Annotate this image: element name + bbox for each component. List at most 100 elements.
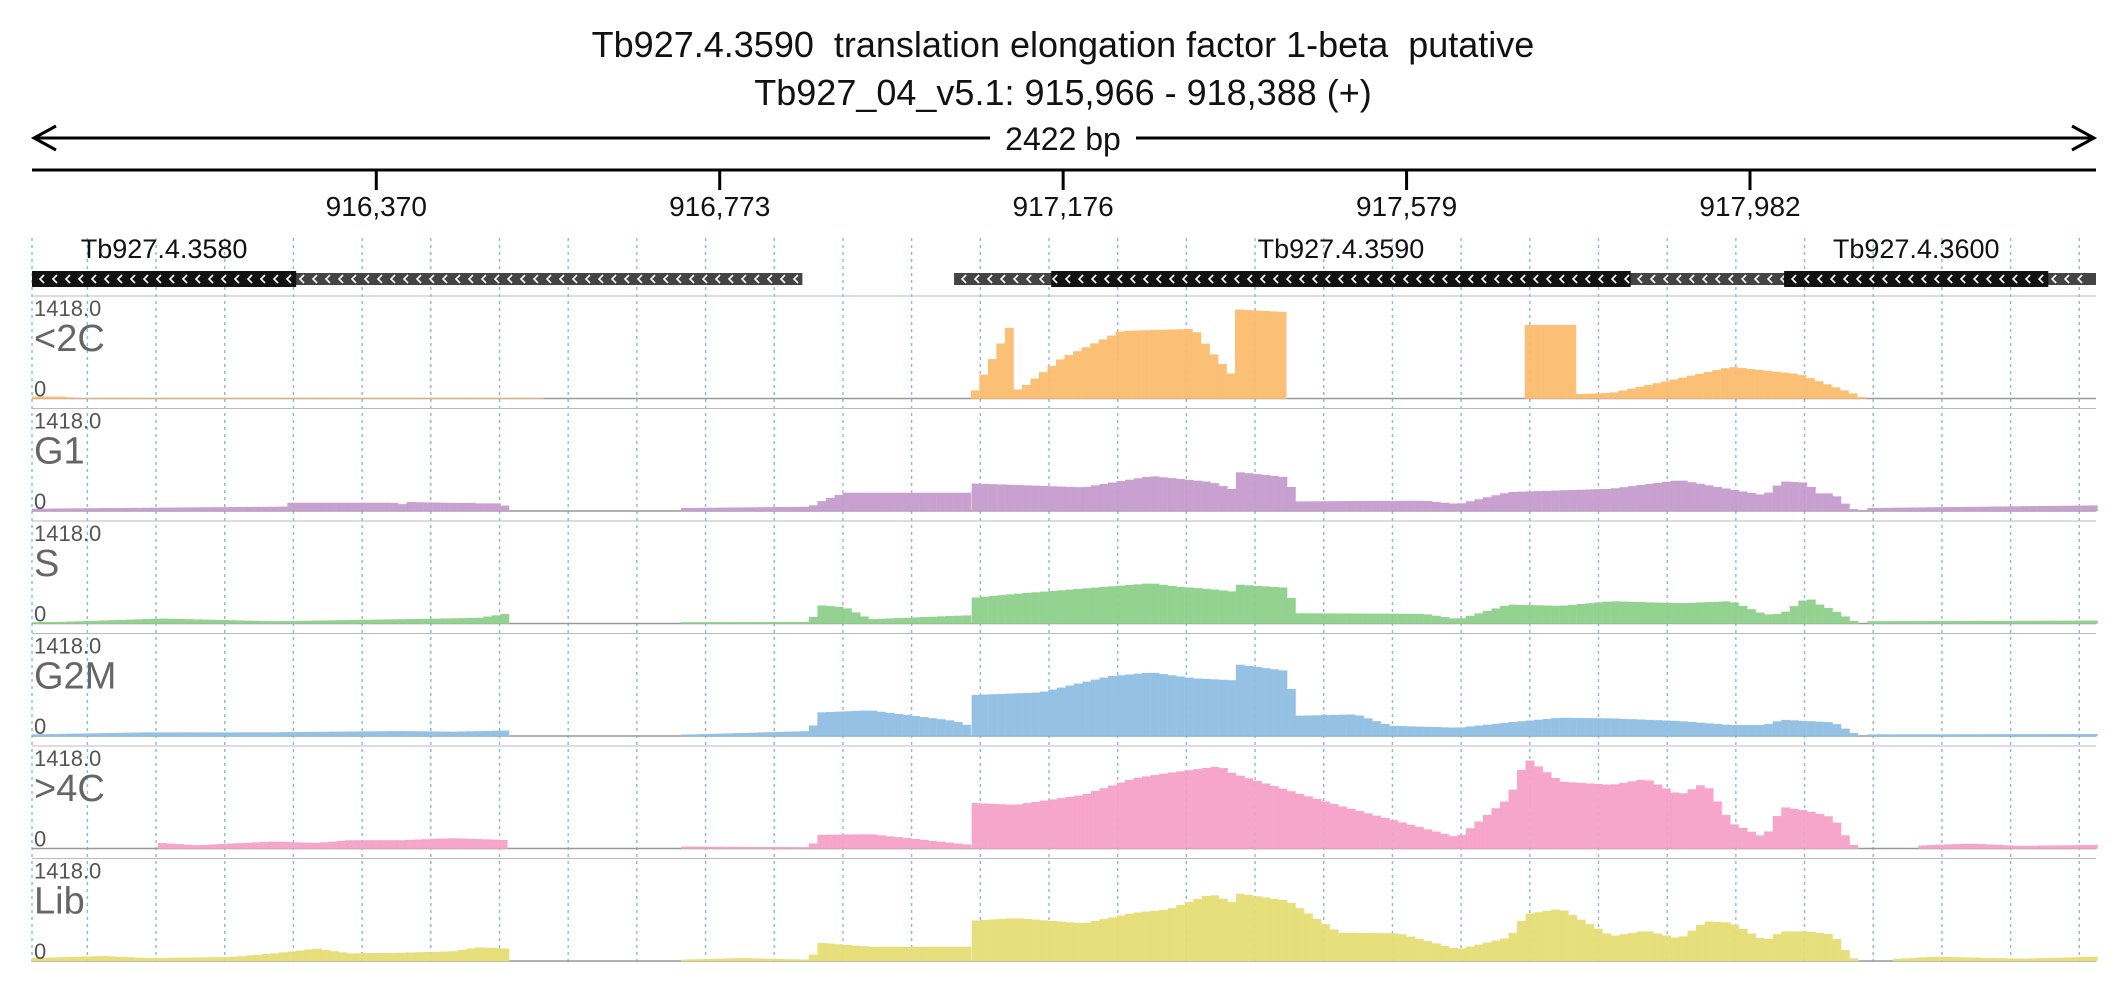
strand-chevron xyxy=(675,274,682,284)
coverage-bar xyxy=(2012,734,2022,737)
strand-chevron xyxy=(545,274,552,284)
coverage-bar xyxy=(353,840,363,849)
coverage-bar xyxy=(398,619,408,624)
coverage-bar xyxy=(151,957,161,962)
coverage-bar xyxy=(457,949,467,962)
coverage-bar xyxy=(200,844,210,849)
coverage-bar xyxy=(928,616,938,624)
coverage-bar xyxy=(681,507,691,512)
coverage-bar xyxy=(1559,910,1569,962)
coverage-bar xyxy=(1901,507,1911,512)
coverage-bar xyxy=(1840,503,1851,512)
coverage-bar xyxy=(1210,679,1220,737)
coverage-bar xyxy=(244,955,254,962)
coverage-bar xyxy=(1661,935,1672,962)
coverage-bar xyxy=(1720,368,1730,399)
coverage-bar xyxy=(1738,605,1748,624)
coverage-bar xyxy=(1108,676,1118,737)
coverage-bar xyxy=(1414,827,1424,849)
coverage-bar xyxy=(168,732,178,737)
coverage-bar xyxy=(1551,605,1561,624)
coverage-bar xyxy=(210,957,220,962)
coverage-bar xyxy=(1738,491,1748,512)
coverage-bar xyxy=(413,839,423,849)
coverage-bar xyxy=(980,596,990,624)
coverage-bar xyxy=(723,958,733,962)
strand-chevron xyxy=(1946,274,1953,284)
coverage-bar xyxy=(791,621,801,624)
coverage-bar xyxy=(1142,583,1152,624)
coverage-bar xyxy=(430,838,440,849)
strand-chevron xyxy=(155,274,162,284)
coverage-bar xyxy=(1269,669,1280,737)
coverage-bar xyxy=(885,492,895,512)
strand-chevron xyxy=(1506,274,1513,284)
strand-chevron xyxy=(973,274,980,284)
coverage-bar xyxy=(1576,489,1586,512)
coverage-bar xyxy=(1627,719,1637,737)
coverage-bar xyxy=(1678,603,1689,624)
coverage-bar xyxy=(1227,772,1237,849)
coverage-bar xyxy=(902,838,912,849)
track-ymax-label: 1418.0 xyxy=(34,634,101,659)
coverage-bar xyxy=(1457,948,1467,962)
coverage-bar xyxy=(329,502,340,512)
coverage-bar xyxy=(928,946,938,962)
coverage-bar xyxy=(1653,482,1663,512)
coverage-bar xyxy=(1755,725,1765,737)
coverage-bar xyxy=(1244,585,1254,624)
coverage-bar xyxy=(1108,785,1118,849)
coverage-bar xyxy=(466,618,476,624)
coverage-bar xyxy=(681,622,691,624)
coverage-bar xyxy=(1823,607,1833,624)
strand-chevron xyxy=(389,274,396,284)
coverage-bar xyxy=(825,711,836,737)
strand-chevron xyxy=(220,274,227,284)
coverage-bar xyxy=(1133,673,1143,737)
coverage-bar xyxy=(159,618,169,624)
coverage-bar xyxy=(1022,692,1032,737)
strand-chevron xyxy=(532,274,539,284)
coverage-bar xyxy=(1713,486,1723,512)
coverage-bar xyxy=(278,506,288,512)
coverage-bar xyxy=(1431,615,1441,624)
coverage-bar xyxy=(1107,335,1117,399)
coverage-bar xyxy=(1482,497,1493,512)
coverage-bar xyxy=(936,841,946,849)
coverage-bar xyxy=(928,718,938,737)
coverage-bar xyxy=(1355,932,1365,962)
coverage-bar xyxy=(1158,329,1168,399)
coverage-bar xyxy=(1884,621,1894,624)
coverage-bar xyxy=(1260,311,1270,399)
coverage-bar xyxy=(1038,372,1049,399)
coverage-bar xyxy=(439,838,449,849)
coverage-bar xyxy=(1952,957,1962,962)
strand-chevron xyxy=(1842,274,1849,284)
coverage-bar xyxy=(1798,482,1808,512)
coverage-bar xyxy=(1150,672,1160,737)
coverage-bar xyxy=(91,956,101,962)
coverage-bar xyxy=(1261,586,1271,624)
coverage-bar xyxy=(1312,501,1322,512)
coverage-bar xyxy=(295,731,306,737)
coverage-bar xyxy=(1321,501,1331,512)
coverage-bar xyxy=(1995,620,2005,624)
coverage-bar xyxy=(1423,829,1433,849)
coverage-bar xyxy=(236,506,246,512)
coverage-bar xyxy=(1099,788,1109,849)
coverage-bar xyxy=(1508,932,1518,962)
coverage-bar xyxy=(1789,808,1799,849)
coverage-bar xyxy=(1269,475,1280,512)
coverage-bar xyxy=(834,494,844,512)
coverage-bar xyxy=(1995,506,2005,512)
strand-chevron xyxy=(558,274,565,284)
coverage-bar xyxy=(1108,586,1118,624)
coverage-bar xyxy=(988,803,998,849)
coverage-bar xyxy=(953,946,963,962)
coverage-bar xyxy=(1704,788,1714,849)
coverage-bar xyxy=(1678,377,1688,399)
strand-chevron xyxy=(1142,274,1149,284)
coverage-bar xyxy=(706,733,716,737)
coverage-bar xyxy=(1448,618,1459,624)
coverage-bar xyxy=(253,506,263,512)
